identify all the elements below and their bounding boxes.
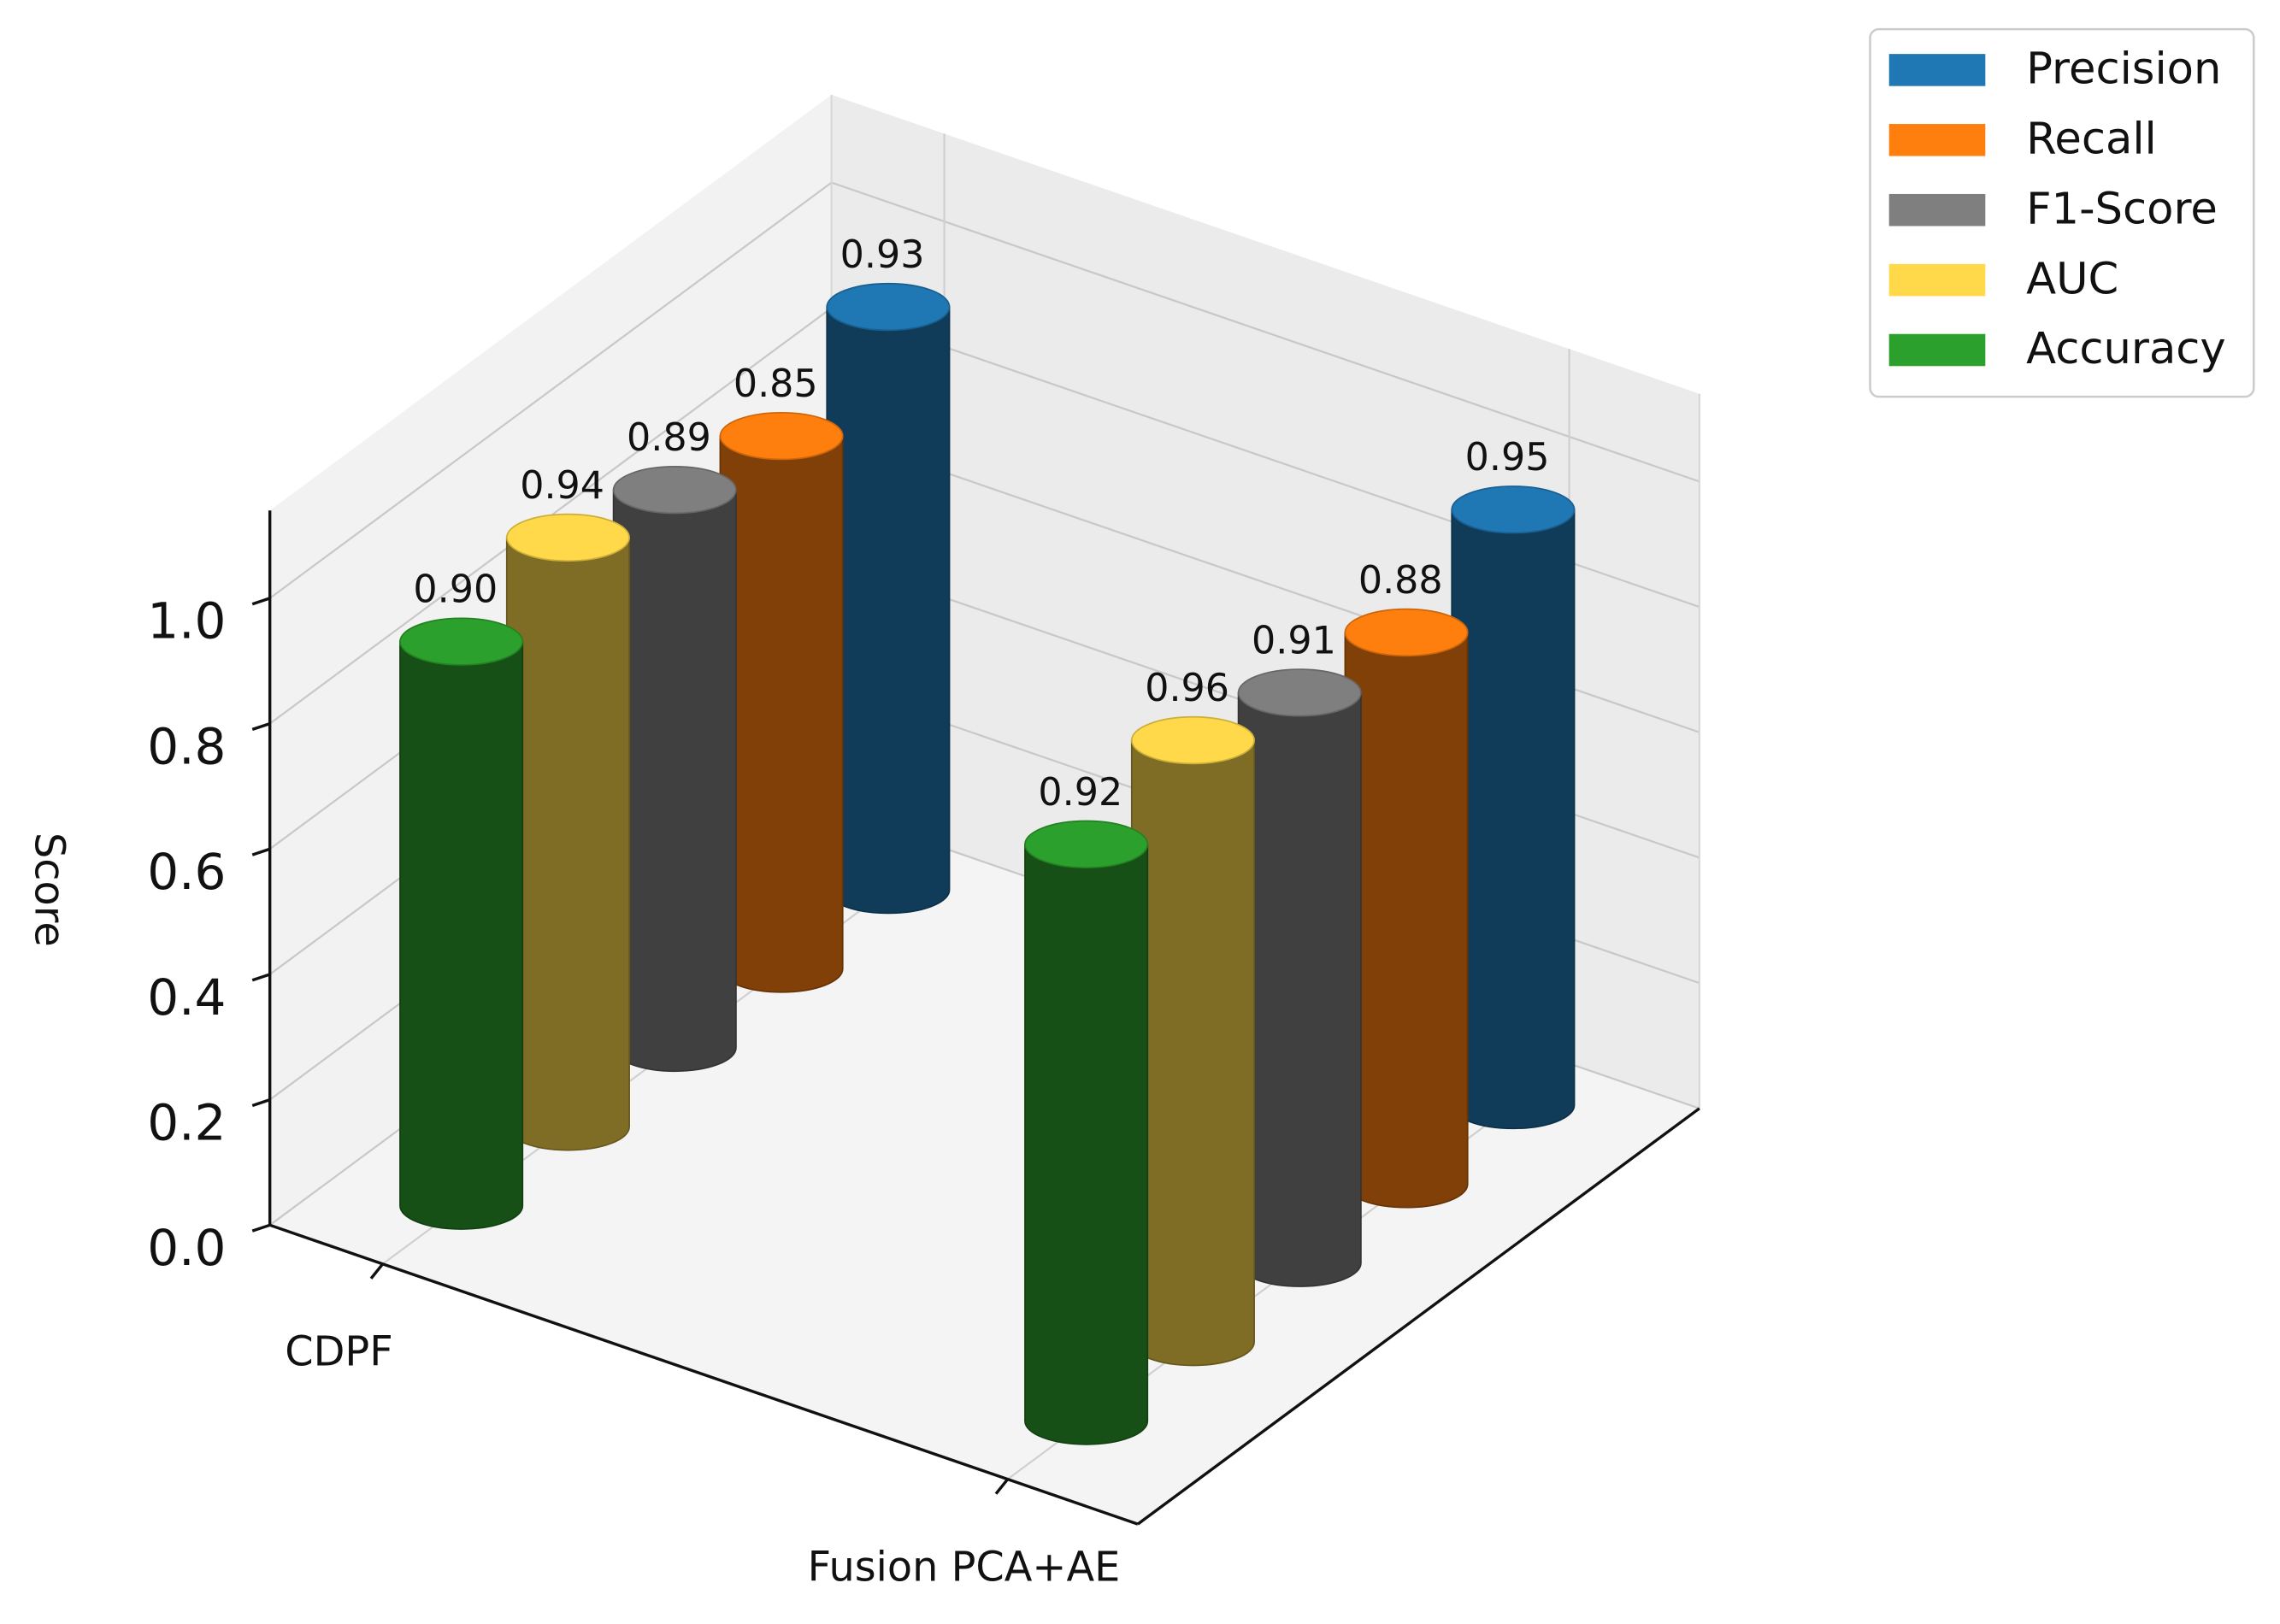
axis-line bbox=[1136, 1107, 1700, 1526]
y-tick-label: 1.0 bbox=[147, 592, 226, 650]
bar bbox=[1130, 739, 1255, 1367]
value-label: 0.90 bbox=[413, 568, 498, 612]
y-tick bbox=[251, 1223, 271, 1233]
x-tick bbox=[994, 1478, 1009, 1495]
y-tick bbox=[251, 721, 271, 732]
legend-swatch bbox=[1888, 263, 1986, 297]
bar bbox=[612, 489, 737, 1073]
bar bbox=[399, 640, 524, 1230]
legend-swatch bbox=[1888, 54, 1986, 86]
bar-top bbox=[612, 466, 737, 515]
y-tick-label: 0.2 bbox=[147, 1093, 226, 1151]
value-label: 0.96 bbox=[1145, 667, 1229, 710]
legend-label: Precision bbox=[2026, 44, 2221, 95]
value-label: 0.91 bbox=[1252, 619, 1336, 662]
bar-top bbox=[1451, 485, 1576, 534]
y-tick-label: 0.8 bbox=[147, 717, 226, 775]
bar bbox=[1344, 632, 1469, 1209]
value-label: 0.89 bbox=[627, 416, 711, 460]
bar-top bbox=[1344, 608, 1469, 657]
bar-top bbox=[1237, 668, 1362, 717]
value-label: 0.85 bbox=[733, 362, 818, 406]
bar bbox=[719, 435, 844, 993]
legend-label: Recall bbox=[2026, 114, 2157, 165]
y-tick-label: 0.4 bbox=[147, 968, 226, 1027]
bar-top bbox=[505, 513, 630, 562]
legend-swatch bbox=[1888, 193, 1986, 227]
legend-swatch bbox=[1888, 124, 1986, 156]
legend-label: AUC bbox=[2026, 253, 2118, 304]
axis-line bbox=[269, 1223, 1139, 1526]
y-tick bbox=[251, 597, 271, 606]
bar-top bbox=[1024, 820, 1149, 868]
value-label: 0.95 bbox=[1465, 436, 1550, 480]
bar bbox=[1024, 843, 1149, 1445]
value-label: 0.94 bbox=[520, 464, 604, 508]
bar bbox=[505, 537, 630, 1151]
value-label: 0.88 bbox=[1358, 559, 1443, 603]
legend-label: F1-Score bbox=[2026, 183, 2218, 234]
bar bbox=[826, 306, 951, 915]
x-tick bbox=[369, 1262, 384, 1280]
y-tick-label: 0.6 bbox=[147, 843, 226, 901]
bar-top bbox=[1130, 715, 1255, 765]
bar-top bbox=[399, 617, 524, 666]
legend-label: Accuracy bbox=[2026, 323, 2226, 374]
y-tick bbox=[251, 847, 271, 856]
value-label: 0.93 bbox=[840, 233, 925, 277]
x-tick-label: CDPF bbox=[285, 1329, 392, 1376]
y-tick bbox=[251, 973, 271, 982]
y-tick-label: 0.0 bbox=[147, 1219, 226, 1277]
bar bbox=[1237, 691, 1362, 1287]
bar-top bbox=[719, 411, 844, 461]
bar-top bbox=[826, 282, 951, 332]
legend-box bbox=[1869, 27, 2255, 398]
y-tick bbox=[251, 1098, 271, 1108]
bar bbox=[1451, 509, 1576, 1130]
value-label: 0.92 bbox=[1038, 771, 1122, 815]
y-axis-label: Score bbox=[26, 833, 73, 947]
legend-swatch bbox=[1888, 333, 1986, 367]
x-tick-label: Fusion PCA+AE bbox=[808, 1544, 1121, 1591]
